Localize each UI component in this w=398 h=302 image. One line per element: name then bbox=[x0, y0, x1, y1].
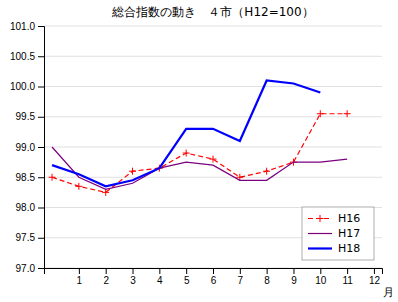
y-tick: 100.0 bbox=[10, 81, 44, 92]
x-tick: 10 bbox=[315, 268, 327, 286]
y-tick: 99.0 bbox=[16, 142, 44, 153]
y-tick-label: 99.5 bbox=[16, 111, 36, 122]
x-axis-line bbox=[45, 269, 383, 275]
x-tick-label: 12 bbox=[369, 275, 381, 286]
marker bbox=[210, 156, 217, 163]
marker bbox=[75, 183, 82, 190]
y-tick-mark bbox=[38, 117, 44, 118]
x-tick-mark bbox=[320, 268, 321, 274]
y-tick-mark bbox=[38, 177, 44, 178]
y-tick-mark bbox=[38, 238, 44, 239]
x-tick-mark bbox=[186, 268, 187, 274]
plot-area: 12345678910111297.097.598.098.599.099.51… bbox=[10, 21, 383, 286]
x-tick: 3 bbox=[130, 268, 136, 286]
chart: 12345678910111297.097.598.098.599.099.51… bbox=[0, 0, 398, 302]
marker bbox=[129, 168, 136, 175]
x-tick: 5 bbox=[184, 268, 190, 286]
x-tick: 11 bbox=[342, 268, 353, 286]
x-axis: 123456789101112 bbox=[45, 268, 383, 286]
y-tick: 97.5 bbox=[16, 232, 44, 243]
legend-label: H17 bbox=[338, 227, 360, 240]
x-tick-label: 8 bbox=[264, 275, 270, 286]
grid-line bbox=[44, 177, 382, 178]
marker bbox=[183, 150, 190, 157]
x-tick-label: 4 bbox=[157, 275, 163, 286]
y-tick-label: 98.0 bbox=[16, 202, 36, 213]
y-tick: 98.0 bbox=[16, 202, 44, 213]
x-tick: 4 bbox=[157, 268, 163, 286]
y-tick-label: 100.5 bbox=[10, 51, 35, 62]
x-tick-mark bbox=[293, 268, 294, 274]
x-tick-label: 6 bbox=[211, 275, 217, 286]
series-line bbox=[52, 80, 320, 186]
x-tick-label: 3 bbox=[130, 275, 136, 286]
x-axis-label: 月 bbox=[383, 286, 394, 299]
y-tick-label: 100.0 bbox=[10, 81, 35, 92]
grid-line bbox=[44, 86, 382, 87]
y-tick-mark bbox=[38, 87, 44, 88]
x-tick: 6 bbox=[211, 268, 217, 286]
legend: H16 H17 H18 bbox=[302, 207, 374, 260]
y-tick: 97.0 bbox=[16, 263, 44, 274]
x-tick: 7 bbox=[238, 268, 244, 286]
x-tick-label: 10 bbox=[315, 275, 327, 286]
y-tick-label: 97.5 bbox=[16, 232, 36, 243]
x-tick-label: 9 bbox=[291, 275, 297, 286]
y-tick: 98.5 bbox=[16, 172, 44, 183]
x-tick-mark bbox=[347, 268, 348, 274]
x-tick-label: 7 bbox=[238, 275, 244, 286]
legend-label: H18 bbox=[338, 242, 360, 255]
x-tick-mark bbox=[133, 268, 134, 274]
y-tick-mark bbox=[38, 56, 44, 57]
grid-line bbox=[44, 26, 382, 27]
title: 総合指数の動き ４市（H12=100） bbox=[111, 5, 313, 19]
x-tick-mark bbox=[240, 268, 241, 274]
series-group bbox=[49, 80, 351, 195]
x-tick-mark bbox=[159, 268, 160, 274]
x-tick-mark bbox=[374, 268, 375, 274]
legend-swatch bbox=[308, 233, 332, 234]
legend-marker bbox=[317, 215, 324, 222]
y-axis: 97.0 97.5 98.0 98.5 99.0 99.5 100.0 100.5 101.0 bbox=[10, 21, 45, 274]
y-tick: 99.5 bbox=[16, 111, 44, 122]
x-tick: 2 bbox=[103, 268, 109, 286]
y-tick: 101.0 bbox=[10, 21, 44, 32]
legend-swatch bbox=[308, 247, 332, 249]
marker bbox=[317, 110, 324, 117]
x-tick-label: 5 bbox=[184, 275, 190, 286]
y-tick-label: 98.5 bbox=[16, 172, 36, 183]
y-tick: 100.5 bbox=[10, 51, 44, 62]
x-tick-mark bbox=[79, 268, 80, 274]
series-line bbox=[52, 114, 347, 193]
y-tick-mark bbox=[38, 208, 44, 209]
y-tick-mark bbox=[38, 147, 44, 148]
y-tick-label: 101.0 bbox=[10, 21, 35, 32]
legend-label: H16 bbox=[338, 212, 360, 225]
x-tick-mark bbox=[267, 268, 268, 274]
x-tick: 1 bbox=[77, 268, 83, 286]
y-tick-label: 99.0 bbox=[16, 142, 36, 153]
x-tick: 9 bbox=[291, 268, 297, 286]
x-tick-label: 2 bbox=[103, 275, 109, 286]
grid bbox=[44, 26, 382, 268]
marker bbox=[49, 174, 56, 181]
y-axis-line bbox=[38, 27, 45, 269]
x-tick-mark bbox=[213, 268, 214, 274]
marker bbox=[263, 168, 270, 175]
marker bbox=[344, 110, 351, 117]
x-tick-label: 1 bbox=[77, 275, 83, 286]
x-tick: 12 bbox=[369, 268, 381, 286]
y-tick-mark bbox=[38, 268, 44, 269]
grid-line bbox=[44, 56, 382, 57]
x-tick: 8 bbox=[264, 268, 270, 286]
legend-frame bbox=[302, 207, 374, 260]
x-tick-label: 11 bbox=[342, 275, 353, 286]
grid-line bbox=[44, 116, 382, 117]
y-tick-mark bbox=[38, 26, 44, 27]
y-tick-label: 97.0 bbox=[16, 263, 36, 274]
x-tick-mark bbox=[106, 268, 107, 274]
grid-line bbox=[44, 147, 382, 148]
